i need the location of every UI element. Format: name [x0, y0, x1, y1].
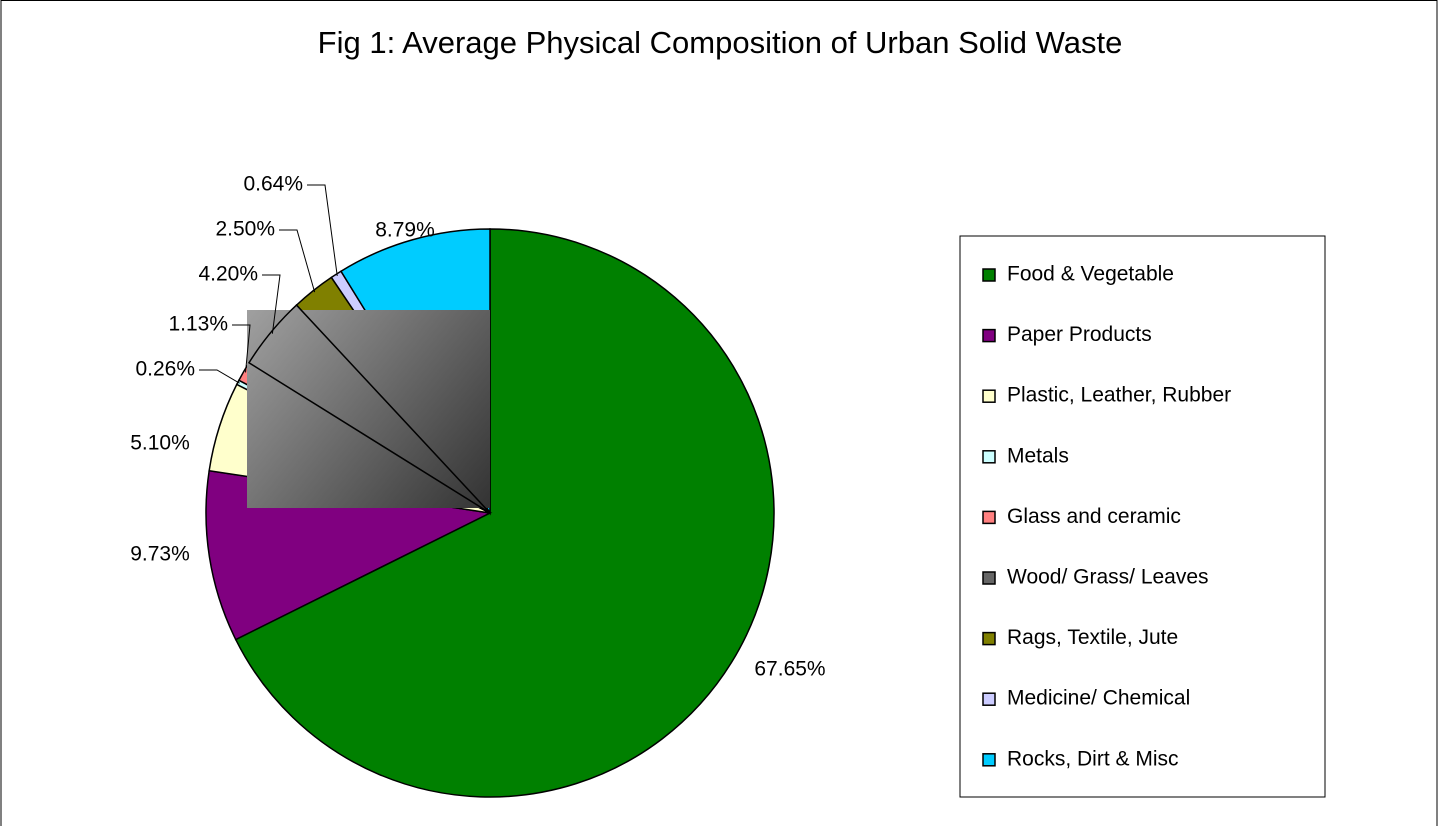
- leader-line: [307, 184, 338, 277]
- leader-line: [279, 229, 316, 293]
- legend-label: Paper Products: [1007, 323, 1152, 346]
- pie-slice: [234, 228, 775, 798]
- legend-label: Food & Vegetable: [1007, 263, 1174, 286]
- legend-swatch: [982, 450, 996, 464]
- data-label: 67.65%: [754, 658, 825, 681]
- legend-swatch: [982, 571, 996, 585]
- legend-box: [959, 235, 1326, 798]
- data-label: 5.10%: [130, 432, 190, 455]
- legend-label: Rocks, Dirt & Misc: [1007, 747, 1179, 770]
- legend-label: Glass and ceramic: [1007, 505, 1181, 528]
- leader-line: [232, 324, 251, 373]
- legend-label: Metals: [1007, 444, 1069, 467]
- legend-label: Rags, Textile, Jute: [1007, 626, 1178, 649]
- pie-slice: [205, 469, 493, 641]
- leader-line: [262, 274, 281, 334]
- data-label: 0.26%: [135, 358, 195, 381]
- legend-swatch: [982, 328, 996, 343]
- data-label: 4.20%: [198, 263, 258, 286]
- legend-label: Plastic, Leather, Rubber: [1007, 384, 1231, 407]
- data-label: 1.13%: [168, 313, 228, 336]
- data-label: 8.79%: [375, 219, 435, 242]
- legend-swatch: [982, 753, 996, 767]
- legend-swatch: [982, 268, 996, 282]
- legend-swatch: [982, 510, 996, 525]
- legend-label: Medicine/ Chemical: [1007, 687, 1190, 710]
- legend-label: Wood/ Grass/ Leaves: [1007, 566, 1209, 589]
- data-label: 9.73%: [130, 543, 190, 566]
- pie-slice-outline: [247, 304, 491, 514]
- data-label: 0.64%: [243, 173, 303, 196]
- legend-swatch: [982, 692, 996, 706]
- leader-line: [199, 369, 240, 384]
- data-label: 2.50%: [215, 218, 275, 241]
- legend-swatch: [982, 389, 996, 403]
- legend-swatch: [982, 631, 996, 646]
- chart-title: Fig 1: Average Physical Composition of U…: [318, 25, 1123, 60]
